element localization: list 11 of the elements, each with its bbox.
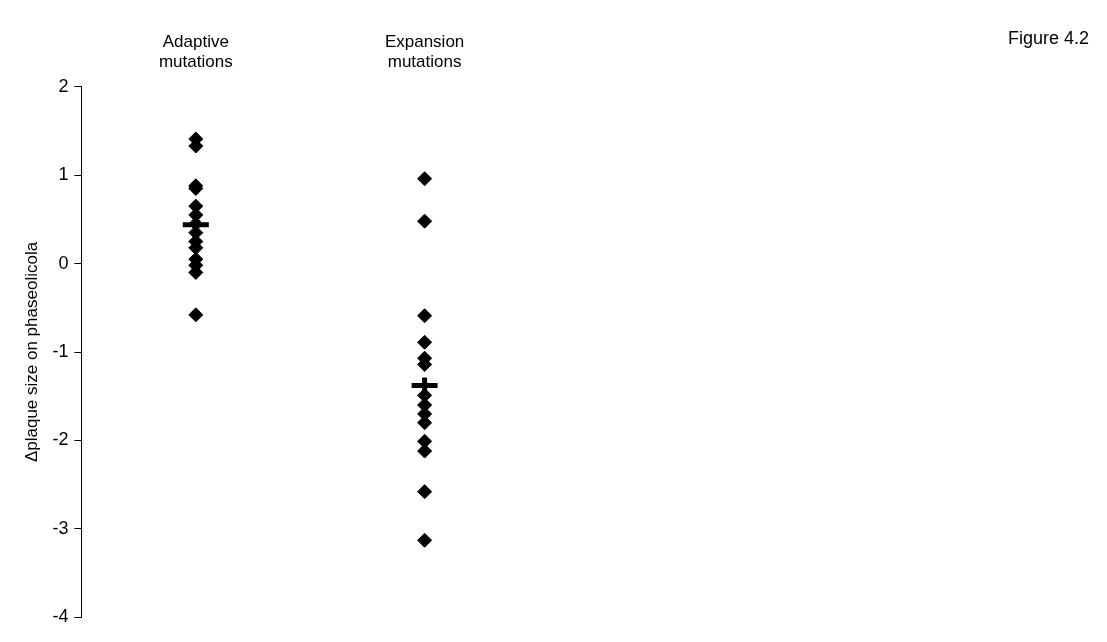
y-tick-label: -4 — [52, 606, 69, 627]
y-tick-label: -2 — [52, 429, 69, 450]
y-axis-title: Δplaque size on phaseolicola — [21, 241, 41, 463]
x-tick-label: Adaptive mutations — [158, 31, 233, 72]
y-tick-label: 0 — [58, 252, 69, 273]
y-tick-label: -3 — [52, 517, 69, 538]
y-tick-label: 1 — [58, 164, 69, 185]
x-tick-label: Expansion mutations — [384, 31, 465, 72]
text: Figure 4.2 — [1007, 27, 1089, 48]
y-tick-label: -1 — [52, 340, 69, 361]
y-tick-label: 2 — [58, 75, 69, 96]
